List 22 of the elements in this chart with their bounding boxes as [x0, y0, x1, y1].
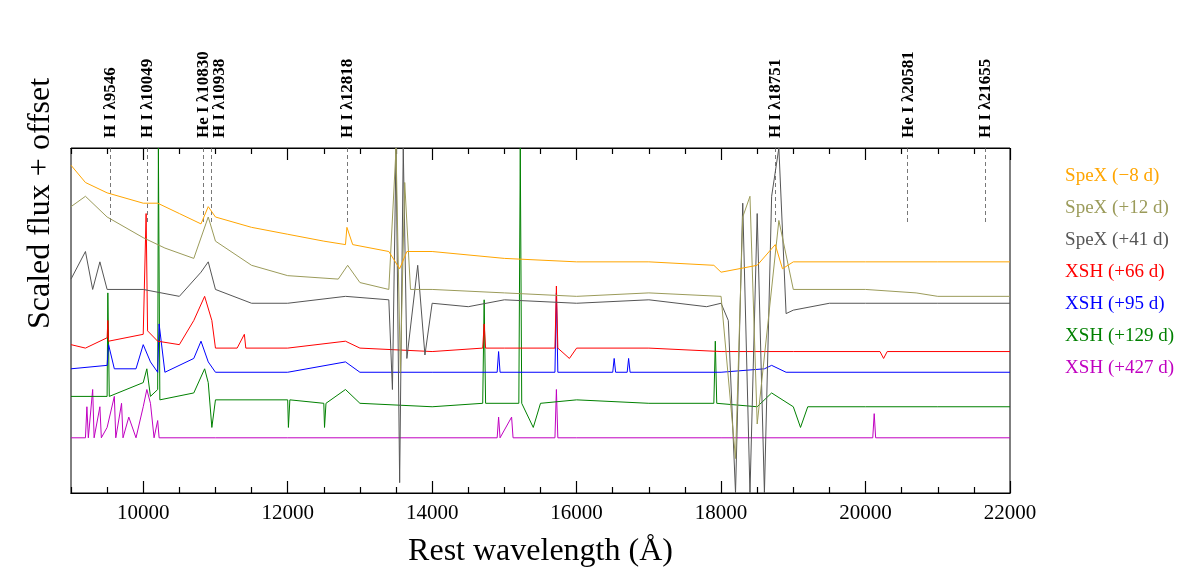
x-tick-label: 20000: [839, 499, 892, 524]
x-tick-label: 16000: [550, 499, 603, 524]
x-axis-title: Rest wavelength (Å): [408, 531, 673, 567]
ref-line-label: He I λ20581: [897, 51, 917, 138]
text: XSH (+427 d): [1065, 356, 1175, 378]
x-tick-label: 10000: [116, 499, 170, 524]
ref-line-label: H I λ9546: [100, 67, 120, 138]
x-tick-label: 22000: [983, 499, 1037, 524]
text: XSH (+66 d): [1065, 260, 1165, 282]
text: SpeX (−8 d): [1065, 164, 1160, 186]
ref-line-label: H I λ10049: [136, 58, 156, 138]
x-tick-label: 12000: [261, 499, 314, 524]
ref-line-label: H I λ18751: [765, 58, 785, 138]
text: SpeX (+41 d): [1065, 228, 1169, 250]
x-tick-label: 14000: [405, 499, 459, 524]
y-axis-title: Scaled flux + offset: [20, 77, 56, 329]
text: XSH (+95 d): [1065, 292, 1165, 314]
ref-line-label: H I λ21655: [975, 58, 995, 138]
ref-line-label: H I λ12818: [336, 58, 356, 138]
text: XSH (+129 d): [1065, 324, 1175, 346]
text: SpeX (+12 d): [1065, 196, 1169, 218]
x-tick-label: 18000: [694, 499, 748, 524]
